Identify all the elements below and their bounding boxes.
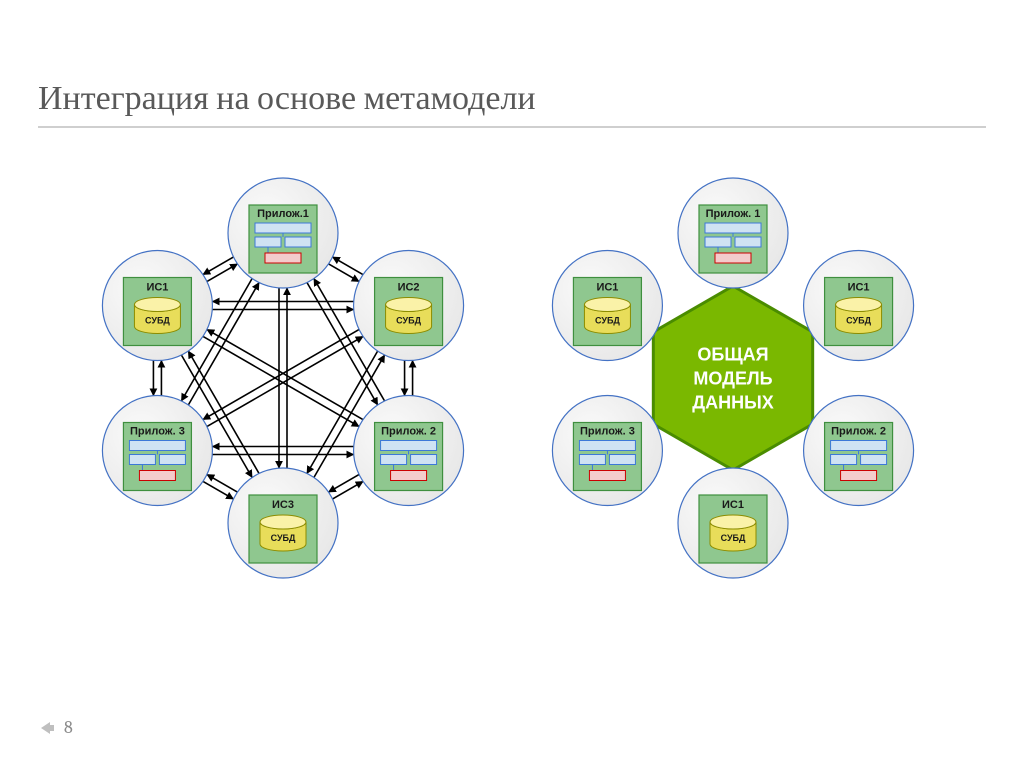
svg-text:Прилож.1: Прилож.1 [257,208,309,220]
node-label: ИС2 [398,282,420,294]
page-number: 8 [64,717,73,738]
node-m5: ИС1 СУБД [552,251,662,361]
node-n4: Прилож. 3 [102,396,212,506]
svg-text:СУБД: СУБД [145,316,170,326]
edge [203,481,233,499]
edge [207,475,237,493]
node-m3: ИС1 СУБД [678,468,788,578]
hub-label-line: ОБЩАЯ [697,344,768,364]
edge [333,481,363,499]
pager-arrow-icon [38,719,56,737]
svg-text:СУБД: СУБД [846,316,871,326]
node-n0: Прилож.1 [228,178,338,288]
svg-text:Прилож. 2: Прилож. 2 [381,426,436,438]
slide-title: Интеграция на основе метамодели [38,78,536,118]
node-m1: ИС1 СУБД [804,251,914,361]
edge [207,330,363,420]
svg-text:Прилож. 3: Прилож. 3 [130,426,185,438]
node-n5: ИС1 СУБД [102,251,212,361]
node-n3: ИС3 СУБД [228,468,338,578]
node-label: ИС1 [722,499,744,511]
hub-label-line: ДАННЫХ [692,392,773,412]
page-footer: 8 [38,717,73,738]
slide: Интеграция на основе метамодели Прилож.1… [0,0,1024,768]
edge [207,264,237,282]
svg-text:Прилож. 3: Прилож. 3 [580,426,635,438]
node-m2: Прилож. 2 [804,396,914,506]
node-label: ИС1 [596,282,618,294]
title-underline [38,126,986,128]
svg-text:СУБД: СУБД [396,316,421,326]
edge [329,264,359,282]
node-m4: Прилож. 3 [552,396,662,506]
edge [207,336,363,426]
svg-text:СУБД: СУБД [271,533,296,543]
node-m0: Прилож. 1 [678,178,788,288]
svg-text:СУБД: СУБД [595,316,620,326]
node-label: ИС1 [146,282,168,294]
diagram-area: Прилож.1 ИС2 СУБД Прилож. 2 ИС3 СУБД Прилож. 3… [68,148,958,628]
hub-label-line: МОДЕЛЬ [693,368,772,388]
hub: ОБЩАЯ МОДЕЛЬ ДАННЫХ [653,286,812,470]
edge [203,336,359,426]
edge [329,475,359,493]
right-diagram: ОБЩАЯ МОДЕЛЬ ДАННЫХ Прилож. 1 ИС1 СУБД Прилож.… [518,148,958,618]
edge [203,330,359,420]
node-label: ИС1 [848,282,870,294]
left-diagram: Прилож.1 ИС2 СУБД Прилож. 2 ИС3 СУБД Прилож. 3… [68,148,508,618]
edge [333,257,363,275]
node-n1: ИС2 СУБД [354,251,464,361]
svg-text:Прилож. 1: Прилож. 1 [706,208,761,220]
node-n2: Прилож. 2 [354,396,464,506]
svg-text:СУБД: СУБД [721,533,746,543]
svg-text:Прилож. 2: Прилож. 2 [831,426,886,438]
edge [203,257,233,275]
node-label: ИС3 [272,499,294,511]
